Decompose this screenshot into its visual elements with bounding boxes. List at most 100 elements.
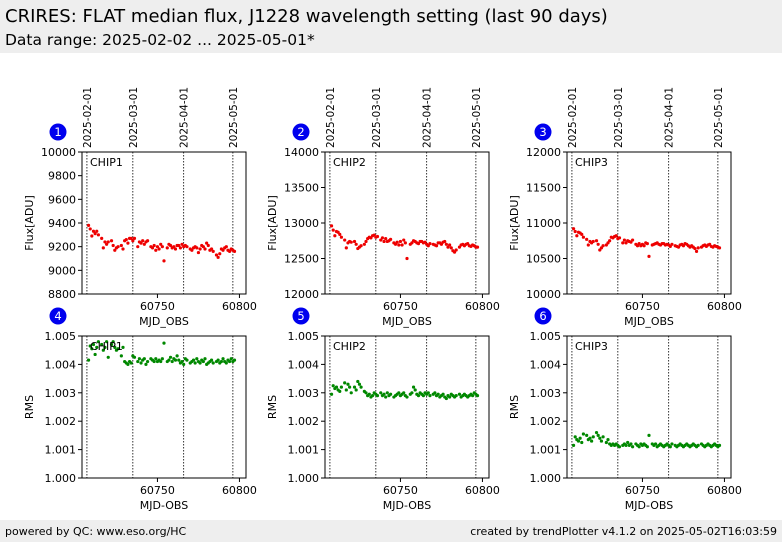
data-point [402, 238, 406, 242]
data-point [382, 239, 386, 244]
data-point [137, 357, 141, 361]
data-point [475, 394, 480, 398]
x-tick-label: 60800 [222, 484, 257, 497]
data-point [717, 443, 722, 447]
page-title: CRIRES: FLAT median flux, J1228 waveleng… [5, 6, 608, 27]
data-point [642, 244, 646, 248]
panel-number-badge [534, 123, 552, 141]
data-point [433, 391, 437, 395]
data-point [362, 242, 366, 246]
data-point [606, 438, 610, 442]
plot-frame [566, 335, 732, 479]
data-point [214, 253, 219, 257]
data-point [205, 241, 209, 245]
data-point [334, 385, 339, 389]
data-point [359, 244, 363, 248]
data-point [211, 361, 215, 365]
data-point [581, 432, 586, 436]
header-bar: CRIRES: FLAT median flux, J1228 waveleng… [0, 0, 782, 53]
data-point [346, 382, 350, 386]
data-point [696, 443, 700, 447]
footer-credit: powered by QC: www.eso.org/HC [5, 525, 187, 538]
data-point [398, 239, 403, 244]
x-axis-label: MJD-OBS [383, 499, 431, 512]
x-tick-label: 60800 [707, 300, 742, 313]
data-point [121, 247, 125, 251]
data-point [444, 242, 448, 246]
plot-frame [81, 151, 247, 295]
data-point [93, 232, 97, 236]
data-point [154, 357, 158, 361]
data-point [441, 392, 445, 396]
data-point [190, 248, 194, 252]
data-point [228, 249, 232, 253]
data-point [86, 223, 91, 227]
data-point [349, 391, 353, 395]
data-point [196, 250, 201, 255]
data-point [139, 361, 143, 365]
x-axis-label: MJD_OBS [624, 315, 674, 328]
data-point [338, 389, 342, 393]
data-point [182, 362, 186, 366]
data-point [165, 246, 169, 250]
x-tick-label: 60800 [707, 484, 742, 497]
y-tick-label: 12000 [284, 288, 319, 301]
data-point [96, 233, 100, 237]
data-point [93, 352, 97, 357]
data-point [576, 439, 581, 443]
y-tick-label: 1.003 [45, 387, 77, 400]
data-point [344, 388, 348, 392]
data-point [601, 435, 605, 439]
data-point [668, 445, 672, 449]
data-point [106, 355, 110, 359]
data-point [344, 246, 348, 250]
data-point [232, 358, 237, 362]
data-point [152, 359, 156, 364]
data-point [575, 234, 579, 238]
panel-number: 6 [539, 309, 546, 323]
data-point [591, 239, 595, 244]
data-point [617, 236, 622, 240]
data-point [216, 255, 220, 259]
date-marker-label: 2025-05-01 [471, 87, 483, 148]
data-point [359, 385, 363, 389]
data-point [100, 236, 104, 240]
data-point [129, 361, 133, 365]
data-point [367, 392, 371, 396]
panel-number: 3 [539, 125, 546, 139]
data-point [596, 433, 600, 437]
date-marker-label: 2025-02-01 [325, 87, 337, 148]
data-point [457, 392, 462, 396]
data-point [195, 357, 199, 361]
data-point [614, 234, 618, 238]
y-tick-label: 1.000 [45, 472, 77, 485]
data-point [647, 254, 651, 258]
data-point [631, 238, 635, 242]
data-point [696, 246, 700, 250]
x-axis-label: MJD_OBS [382, 315, 432, 328]
data-point [402, 391, 406, 395]
data-point [139, 241, 143, 245]
data-point [160, 357, 164, 361]
y-tick-label: 1.005 [530, 330, 562, 343]
data-point [349, 240, 353, 244]
data-point [578, 436, 582, 440]
y-axis-label: Flux[ADU] [266, 195, 279, 251]
data-point [136, 245, 140, 249]
data-point [475, 245, 480, 249]
data-point [573, 229, 577, 234]
data-point [434, 244, 439, 248]
date-marker-label: 2025-05-01 [713, 87, 725, 148]
panel-number-badge [49, 123, 67, 141]
data-point [111, 340, 115, 344]
data-point [354, 388, 358, 392]
data-point [178, 246, 182, 250]
data-point [119, 354, 123, 358]
y-tick-label: 11000 [526, 217, 561, 230]
x-tick-label: 60750 [140, 484, 175, 497]
plot-grid: 2025-02-01 2025-03-01 2025-04-01 2025-05-01… [23, 87, 742, 512]
data-point [670, 242, 674, 246]
data-point [209, 247, 214, 251]
data-point [172, 245, 176, 249]
data-point [216, 358, 220, 362]
